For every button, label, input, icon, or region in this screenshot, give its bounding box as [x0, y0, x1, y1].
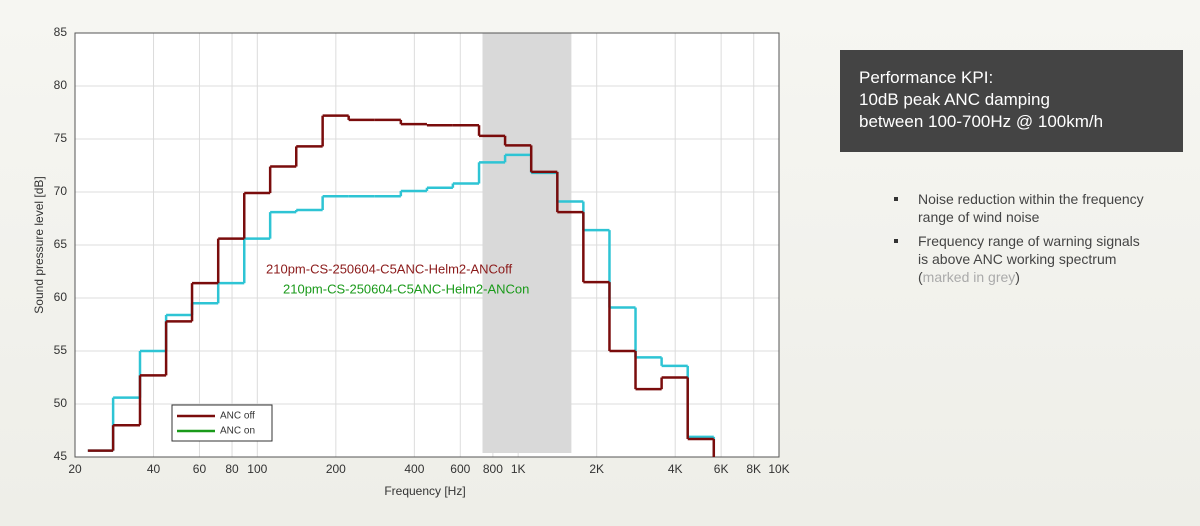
y-tick-label: 70 — [54, 184, 68, 198]
x-tick-label: 4K — [668, 462, 683, 476]
x-tick-label: 800 — [483, 462, 503, 476]
x-tick-label: 600 — [450, 462, 470, 476]
y-tick-label: 65 — [54, 237, 68, 251]
annotation: 210pm-CS-250604-C5ANC-Helm2-ANCon — [283, 281, 529, 296]
x-tick-label: 1K — [511, 462, 526, 476]
x-tick-label: 10K — [768, 462, 789, 476]
bullet-text: ) — [1015, 269, 1020, 285]
bullet-list: Noise reduction within the frequency ran… — [890, 190, 1150, 292]
x-tick-label: 20 — [68, 462, 82, 476]
x-tick-label: 8K — [746, 462, 761, 476]
bullet-text: Frequency range of warning signals is ab… — [918, 233, 1140, 285]
y-tick-label: 45 — [54, 449, 68, 463]
x-tick-label: 6K — [714, 462, 729, 476]
annotation: 210pm-CS-250604-C5ANC-Helm2-ANCoff — [266, 261, 513, 276]
legend-label: ANC on — [220, 426, 255, 437]
bullet-highlight: marked in grey — [922, 269, 1016, 285]
y-tick-label: 75 — [54, 131, 68, 145]
kpi-box: Performance KPI: 10dB peak ANC damping b… — [840, 50, 1183, 152]
y-tick-label: 85 — [54, 25, 68, 39]
x-tick-label: 400 — [404, 462, 424, 476]
y-tick-label: 55 — [54, 343, 68, 357]
legend-box — [171, 404, 273, 442]
x-tick-label: 60 — [193, 462, 207, 476]
kpi-line: Performance KPI: — [859, 68, 994, 87]
x-tick-label: 2K — [589, 462, 604, 476]
x-tick-label: 100 — [247, 462, 267, 476]
y-tick-label: 80 — [54, 78, 68, 92]
chart: Frequency [Hz] Sound pressure level [dB]… — [32, 25, 790, 498]
plot-frame — [74, 32, 780, 458]
bullet-text: Noise reduction within the frequency ran… — [918, 191, 1144, 225]
y-axis-label: Sound pressure level [dB] — [32, 176, 46, 313]
y-tick-label: 50 — [54, 396, 68, 410]
bullet: Noise reduction within the frequency ran… — [890, 190, 1150, 226]
kpi-line: 10dB peak ANC damping — [859, 90, 1050, 109]
y-tick-label: 60 — [54, 290, 68, 304]
x-axis-label: Frequency [Hz] — [384, 484, 465, 498]
x-tick-label: 80 — [225, 462, 239, 476]
kpi-line: between 100-700Hz @ 100km/h — [859, 112, 1104, 131]
x-tick-label: 200 — [326, 462, 346, 476]
bullet: Frequency range of warning signals is ab… — [890, 232, 1150, 286]
legend-label: ANC off — [220, 411, 255, 422]
x-tick-label: 40 — [147, 462, 161, 476]
shaded-region — [482, 33, 572, 453]
